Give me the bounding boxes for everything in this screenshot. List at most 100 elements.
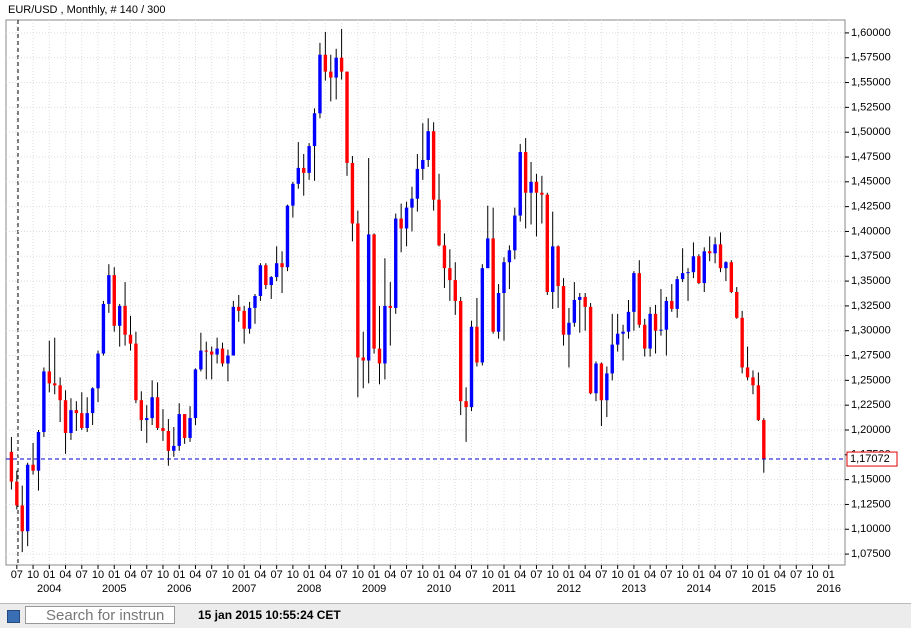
candle-body <box>545 194 549 293</box>
candle-body <box>588 306 593 394</box>
candle-body <box>561 286 566 335</box>
candle-body <box>291 183 295 206</box>
candle-body <box>702 251 706 284</box>
candle-body <box>199 350 203 370</box>
y-tick-label: 1,40000 <box>851 225 891 237</box>
candle-body <box>648 313 652 349</box>
x-tick-label: 01 <box>433 569 445 581</box>
candle-body <box>312 113 317 147</box>
candle-body <box>599 363 604 401</box>
x-tick-label: 01 <box>823 569 835 581</box>
current-price-box <box>846 451 898 467</box>
candle-body <box>323 54 328 72</box>
candle-body <box>556 246 560 287</box>
x-tick-label: 07 <box>141 569 153 581</box>
candle-body <box>215 348 219 355</box>
x-tick-label: 10 <box>806 569 818 581</box>
candle-body <box>166 430 171 451</box>
year-label: 2011 <box>492 583 516 595</box>
candle-body <box>394 218 398 308</box>
x-tick-label: 01 <box>43 569 55 581</box>
status-bar: Search for instrun 15 jan 2015 10:55:24 … <box>0 603 911 628</box>
candle-body <box>253 295 257 308</box>
x-tick-label: 01 <box>108 569 120 581</box>
candle-body <box>193 369 198 419</box>
candle-body <box>448 268 452 281</box>
x-tick-label: 10 <box>157 569 169 581</box>
x-tick-label: 07 <box>76 569 88 581</box>
candle-body <box>220 348 225 364</box>
x-tick-label: 07 <box>595 569 607 581</box>
candle-body <box>502 262 506 293</box>
x-tick-label: 07 <box>660 569 672 581</box>
candle-body <box>691 256 696 273</box>
candle-body <box>718 244 723 269</box>
candle-body <box>80 413 84 429</box>
candle-body <box>177 414 181 446</box>
candle-body <box>437 199 441 246</box>
x-tick-label: 10 <box>676 569 688 581</box>
year-label: 2005 <box>102 583 126 595</box>
candle-body <box>745 367 750 378</box>
x-tick-label: 04 <box>644 569 656 581</box>
candle-body <box>107 275 111 304</box>
x-tick-label: 01 <box>628 569 640 581</box>
candle-body <box>621 331 625 334</box>
candle-body <box>74 410 79 414</box>
candle-body <box>334 57 338 78</box>
candle-body <box>756 385 761 421</box>
x-tick-label: 10 <box>222 569 234 581</box>
candle-body <box>128 334 133 344</box>
candle-body <box>31 464 35 471</box>
candle-body <box>53 383 57 386</box>
candle-body <box>63 400 68 433</box>
candle-body <box>383 305 387 364</box>
candle-body <box>680 273 685 280</box>
candle-body <box>453 280 457 301</box>
x-tick-label: 07 <box>725 569 737 581</box>
candle-body <box>42 371 46 432</box>
candle-body <box>47 371 52 384</box>
candle-body <box>96 353 100 389</box>
candle-body <box>632 273 636 312</box>
candle-body <box>670 300 674 309</box>
candle-body <box>442 245 447 269</box>
x-tick-label: 04 <box>189 569 201 581</box>
candle-body <box>350 162 355 224</box>
x-tick-label: 04 <box>449 569 461 581</box>
x-tick-label: 01 <box>238 569 250 581</box>
candle-body <box>404 207 409 229</box>
candle-body <box>20 505 24 532</box>
candle-body <box>150 397 154 419</box>
candle-body <box>264 265 268 286</box>
x-tick-label: 04 <box>254 569 266 581</box>
x-tick-label: 07 <box>790 569 802 581</box>
chart-title: EUR/USD , Monthly, # 140 / 300 <box>8 4 166 16</box>
candle-body <box>415 168 420 199</box>
candle-body <box>399 218 403 229</box>
x-tick-label: 04 <box>124 569 136 581</box>
candle-body <box>307 146 311 173</box>
status-icon[interactable] <box>7 610 20 623</box>
y-tick-label: 1,47500 <box>851 151 891 163</box>
y-tick-label: 1,27500 <box>851 349 891 361</box>
candle-body <box>529 181 533 193</box>
candle-body <box>664 300 669 330</box>
candle-body <box>605 373 609 401</box>
search-box[interactable]: Search for instrun <box>25 606 175 624</box>
candle-body <box>356 223 360 358</box>
y-tick-label: 1,50000 <box>851 126 891 138</box>
candle-body <box>15 481 19 506</box>
candle-body <box>372 234 376 349</box>
candle-body <box>523 152 528 193</box>
x-tick-label: 10 <box>482 569 494 581</box>
y-tick-label: 1,10000 <box>851 523 891 535</box>
candle-body <box>475 326 479 363</box>
candle-body <box>123 305 127 335</box>
candle-body <box>101 303 106 354</box>
candle-body <box>134 343 138 401</box>
candle-body <box>762 420 766 460</box>
x-tick-label: 01 <box>368 569 380 581</box>
candle-body <box>204 350 208 352</box>
candle-body <box>729 262 734 293</box>
